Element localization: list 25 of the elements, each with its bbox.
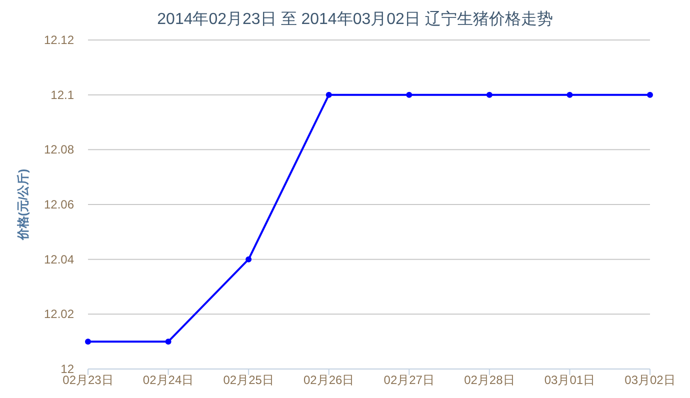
y-tick-label: 12 bbox=[60, 362, 74, 376]
point bbox=[165, 338, 172, 345]
y-tick-label: 12.12 bbox=[44, 33, 74, 47]
y-tick-label: 12.08 bbox=[44, 142, 74, 157]
x-tick-label: 02月24日 bbox=[142, 373, 194, 387]
y-tick-label: 12.06 bbox=[44, 198, 74, 212]
point bbox=[85, 338, 91, 345]
chart-title: 2014年02月23日 至 2014年03月02日 辽宁生猪价格走势 bbox=[157, 10, 553, 28]
point bbox=[326, 92, 332, 98]
x-tick-label: 03月02日 bbox=[624, 373, 676, 387]
point bbox=[406, 92, 412, 98]
x-tick-label: 02月23日 bbox=[62, 373, 114, 387]
y-tick-label: 12.1 bbox=[50, 88, 74, 102]
x-tick-label: 03月01日 bbox=[544, 373, 596, 387]
y-axis-title: 价格(元/公斤) bbox=[16, 168, 30, 242]
x-tick-label: 02月25日 bbox=[223, 373, 274, 387]
point bbox=[246, 256, 252, 262]
point bbox=[566, 92, 573, 98]
x-tick-label: 02月28日 bbox=[464, 373, 515, 387]
y-tick-label: 12.04 bbox=[44, 252, 74, 266]
y-tick-label: 12.02 bbox=[44, 307, 74, 322]
x-tick-label: 02月27日 bbox=[384, 373, 434, 387]
point bbox=[647, 92, 653, 98]
point bbox=[486, 92, 492, 98]
x-tick-label: 02月26日 bbox=[304, 373, 354, 387]
